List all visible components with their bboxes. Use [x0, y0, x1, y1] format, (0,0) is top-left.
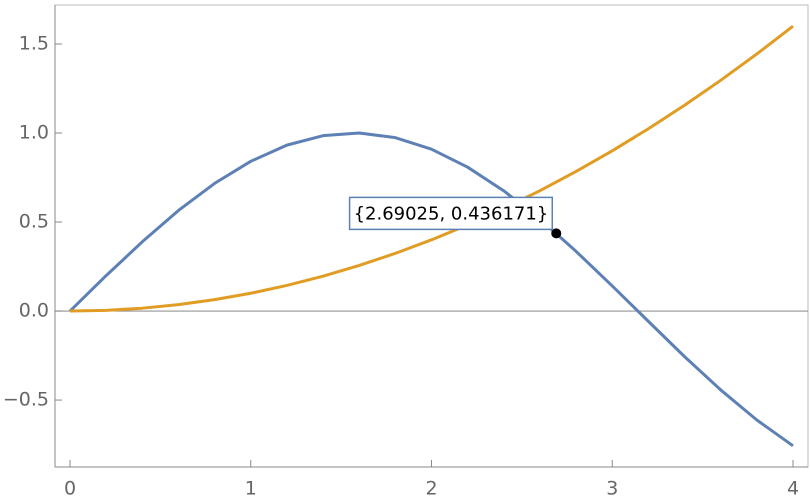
tooltip-label: {2.69025, 0.436171} — [354, 203, 549, 224]
y-tick-label: 0.5 — [19, 211, 49, 233]
plot-frame — [54, 4, 809, 468]
tooltip-point — [551, 228, 562, 239]
x-tick-label: 3 — [606, 478, 618, 500]
x-tick-label: 0 — [64, 478, 76, 500]
x-tick-label: 1 — [245, 478, 257, 500]
series-line — [68, 131, 794, 448]
x-tick-label: 4 — [787, 478, 799, 500]
y-tick-label: 1.0 — [19, 122, 49, 144]
y-tick-label: −0.5 — [3, 389, 49, 411]
y-tick-label: 0.0 — [19, 300, 49, 322]
y-tick-label: 1.5 — [19, 32, 49, 54]
tooltip-box — [348, 196, 554, 231]
x-tick-label: 2 — [425, 478, 437, 500]
series-line — [69, 24, 794, 313]
tooltip: {2.69025, 0.436171} — [348, 196, 554, 231]
